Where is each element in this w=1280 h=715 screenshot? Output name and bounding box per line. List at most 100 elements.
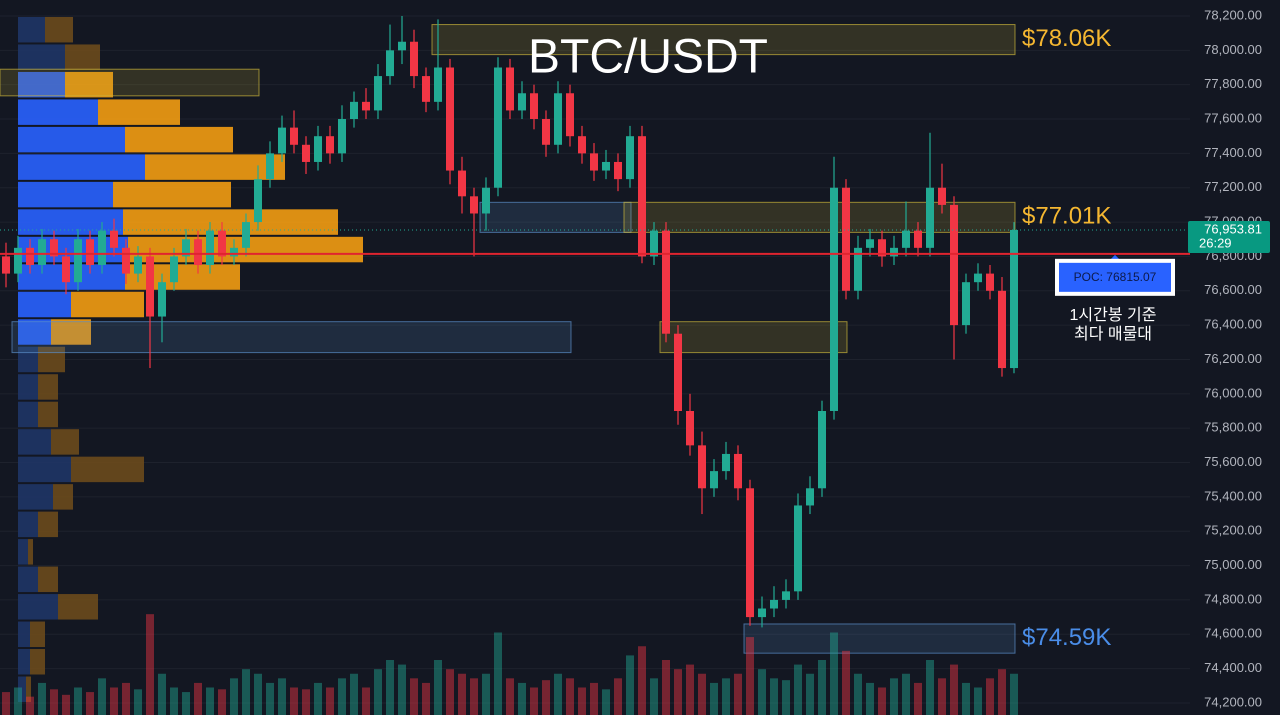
volume-bar xyxy=(278,678,286,715)
volume-bar xyxy=(470,678,478,715)
candle-body xyxy=(662,230,670,334)
profile-buy-bar xyxy=(18,236,128,263)
candle-body xyxy=(422,76,430,102)
volume-bar xyxy=(590,682,598,715)
volume-bar xyxy=(194,682,202,715)
y-tick-label: 77,400.00 xyxy=(1204,145,1262,160)
y-tick-label: 76,600.00 xyxy=(1204,282,1262,297)
last-price-label: 76,953.81 xyxy=(1204,221,1262,236)
volume-bar xyxy=(254,673,262,715)
profile-sell-bar xyxy=(38,346,65,373)
candle-body xyxy=(782,591,790,600)
volume-bar xyxy=(614,678,622,715)
volume-bar xyxy=(422,682,430,715)
volume-bar xyxy=(290,687,298,715)
candle-body xyxy=(734,453,742,489)
volume-bar xyxy=(530,687,538,715)
candle-body xyxy=(242,222,250,248)
zone xyxy=(11,321,572,354)
zone xyxy=(479,201,632,233)
volume-bar xyxy=(146,614,154,715)
candle-body xyxy=(134,256,142,274)
candle-body xyxy=(602,161,610,171)
volume-bar xyxy=(434,660,442,715)
candle-body xyxy=(746,488,754,618)
candle-body xyxy=(362,101,370,111)
profile-buy-bar xyxy=(18,649,30,675)
y-tick-label: 75,800.00 xyxy=(1204,420,1262,435)
y-tick-label: 76,000.00 xyxy=(1204,385,1262,400)
candle-body xyxy=(758,608,766,618)
candle-body xyxy=(266,153,274,180)
volume-bar xyxy=(38,682,46,715)
candle-body xyxy=(878,239,886,257)
zone-label: $74.59K xyxy=(1022,624,1111,651)
volume-bar xyxy=(266,682,274,715)
candle-body xyxy=(794,505,802,592)
profile-sell-bar xyxy=(38,401,58,428)
candle-body xyxy=(698,445,706,489)
candle-body xyxy=(14,247,22,274)
candle-body xyxy=(590,153,598,171)
volume-bar xyxy=(494,632,502,715)
zone xyxy=(743,623,1016,654)
volume-bar xyxy=(842,650,850,715)
profile-buy-bar xyxy=(18,71,65,98)
profile-sell-bar xyxy=(113,181,231,208)
volume-bar xyxy=(554,673,562,715)
chart-title: BTC/USDT xyxy=(528,31,768,84)
volume-bar xyxy=(686,664,694,715)
volume-bar xyxy=(518,682,526,715)
profile-sell-bar xyxy=(30,649,45,675)
profile-sell-bar xyxy=(71,291,144,318)
y-tick-label: 75,000.00 xyxy=(1204,557,1262,572)
volume-bar xyxy=(854,673,862,715)
volume-bar xyxy=(158,673,166,715)
candle-body xyxy=(626,136,634,180)
y-tick-label: 74,800.00 xyxy=(1204,591,1262,606)
candle-body xyxy=(902,230,910,248)
candle-body xyxy=(686,411,694,446)
candle-body xyxy=(710,471,718,489)
y-tick-label: 78,000.00 xyxy=(1204,42,1262,57)
volume-bar xyxy=(338,678,346,715)
profile-sell-bar xyxy=(98,99,180,125)
candle-body xyxy=(890,247,898,257)
candle-body xyxy=(50,239,58,257)
profile-sell-bar xyxy=(125,264,240,290)
volume-bar xyxy=(782,680,790,715)
profile-sell-bar xyxy=(28,539,33,565)
y-tick-label: 77,800.00 xyxy=(1204,76,1262,91)
candle-body xyxy=(386,50,394,77)
volume-bar xyxy=(914,682,922,715)
zone-label: $77.01K xyxy=(1022,203,1111,230)
zone xyxy=(431,24,1016,56)
volume-bar xyxy=(566,678,574,715)
profile-buy-bar xyxy=(18,401,38,428)
profile-buy-bar xyxy=(18,566,38,593)
profile-buy-bar xyxy=(18,154,145,180)
profile-sell-bar xyxy=(58,594,98,620)
candle-body xyxy=(986,273,994,291)
candle-body xyxy=(218,230,226,257)
volume-bar xyxy=(170,687,178,715)
candle-body xyxy=(278,127,286,154)
profile-buy-bar xyxy=(18,126,125,153)
profile-sell-bar xyxy=(71,456,144,483)
profile-sell-bar xyxy=(51,429,79,455)
profile-sell-bar xyxy=(26,676,31,702)
volume-bar xyxy=(674,669,682,715)
profile-sell-bar xyxy=(123,209,338,235)
profile-sell-bar xyxy=(45,16,73,43)
volume-bar xyxy=(974,687,982,715)
candle-body xyxy=(338,119,346,154)
volume-bar xyxy=(242,669,250,715)
candle-body xyxy=(830,187,838,412)
volume-bar xyxy=(734,673,742,715)
candle-body xyxy=(962,282,970,326)
volume-bar xyxy=(374,669,382,715)
last-price-tag xyxy=(1188,221,1270,254)
y-tick-label: 75,200.00 xyxy=(1204,523,1262,538)
candle-body xyxy=(950,204,958,326)
volume-bar xyxy=(302,689,310,715)
